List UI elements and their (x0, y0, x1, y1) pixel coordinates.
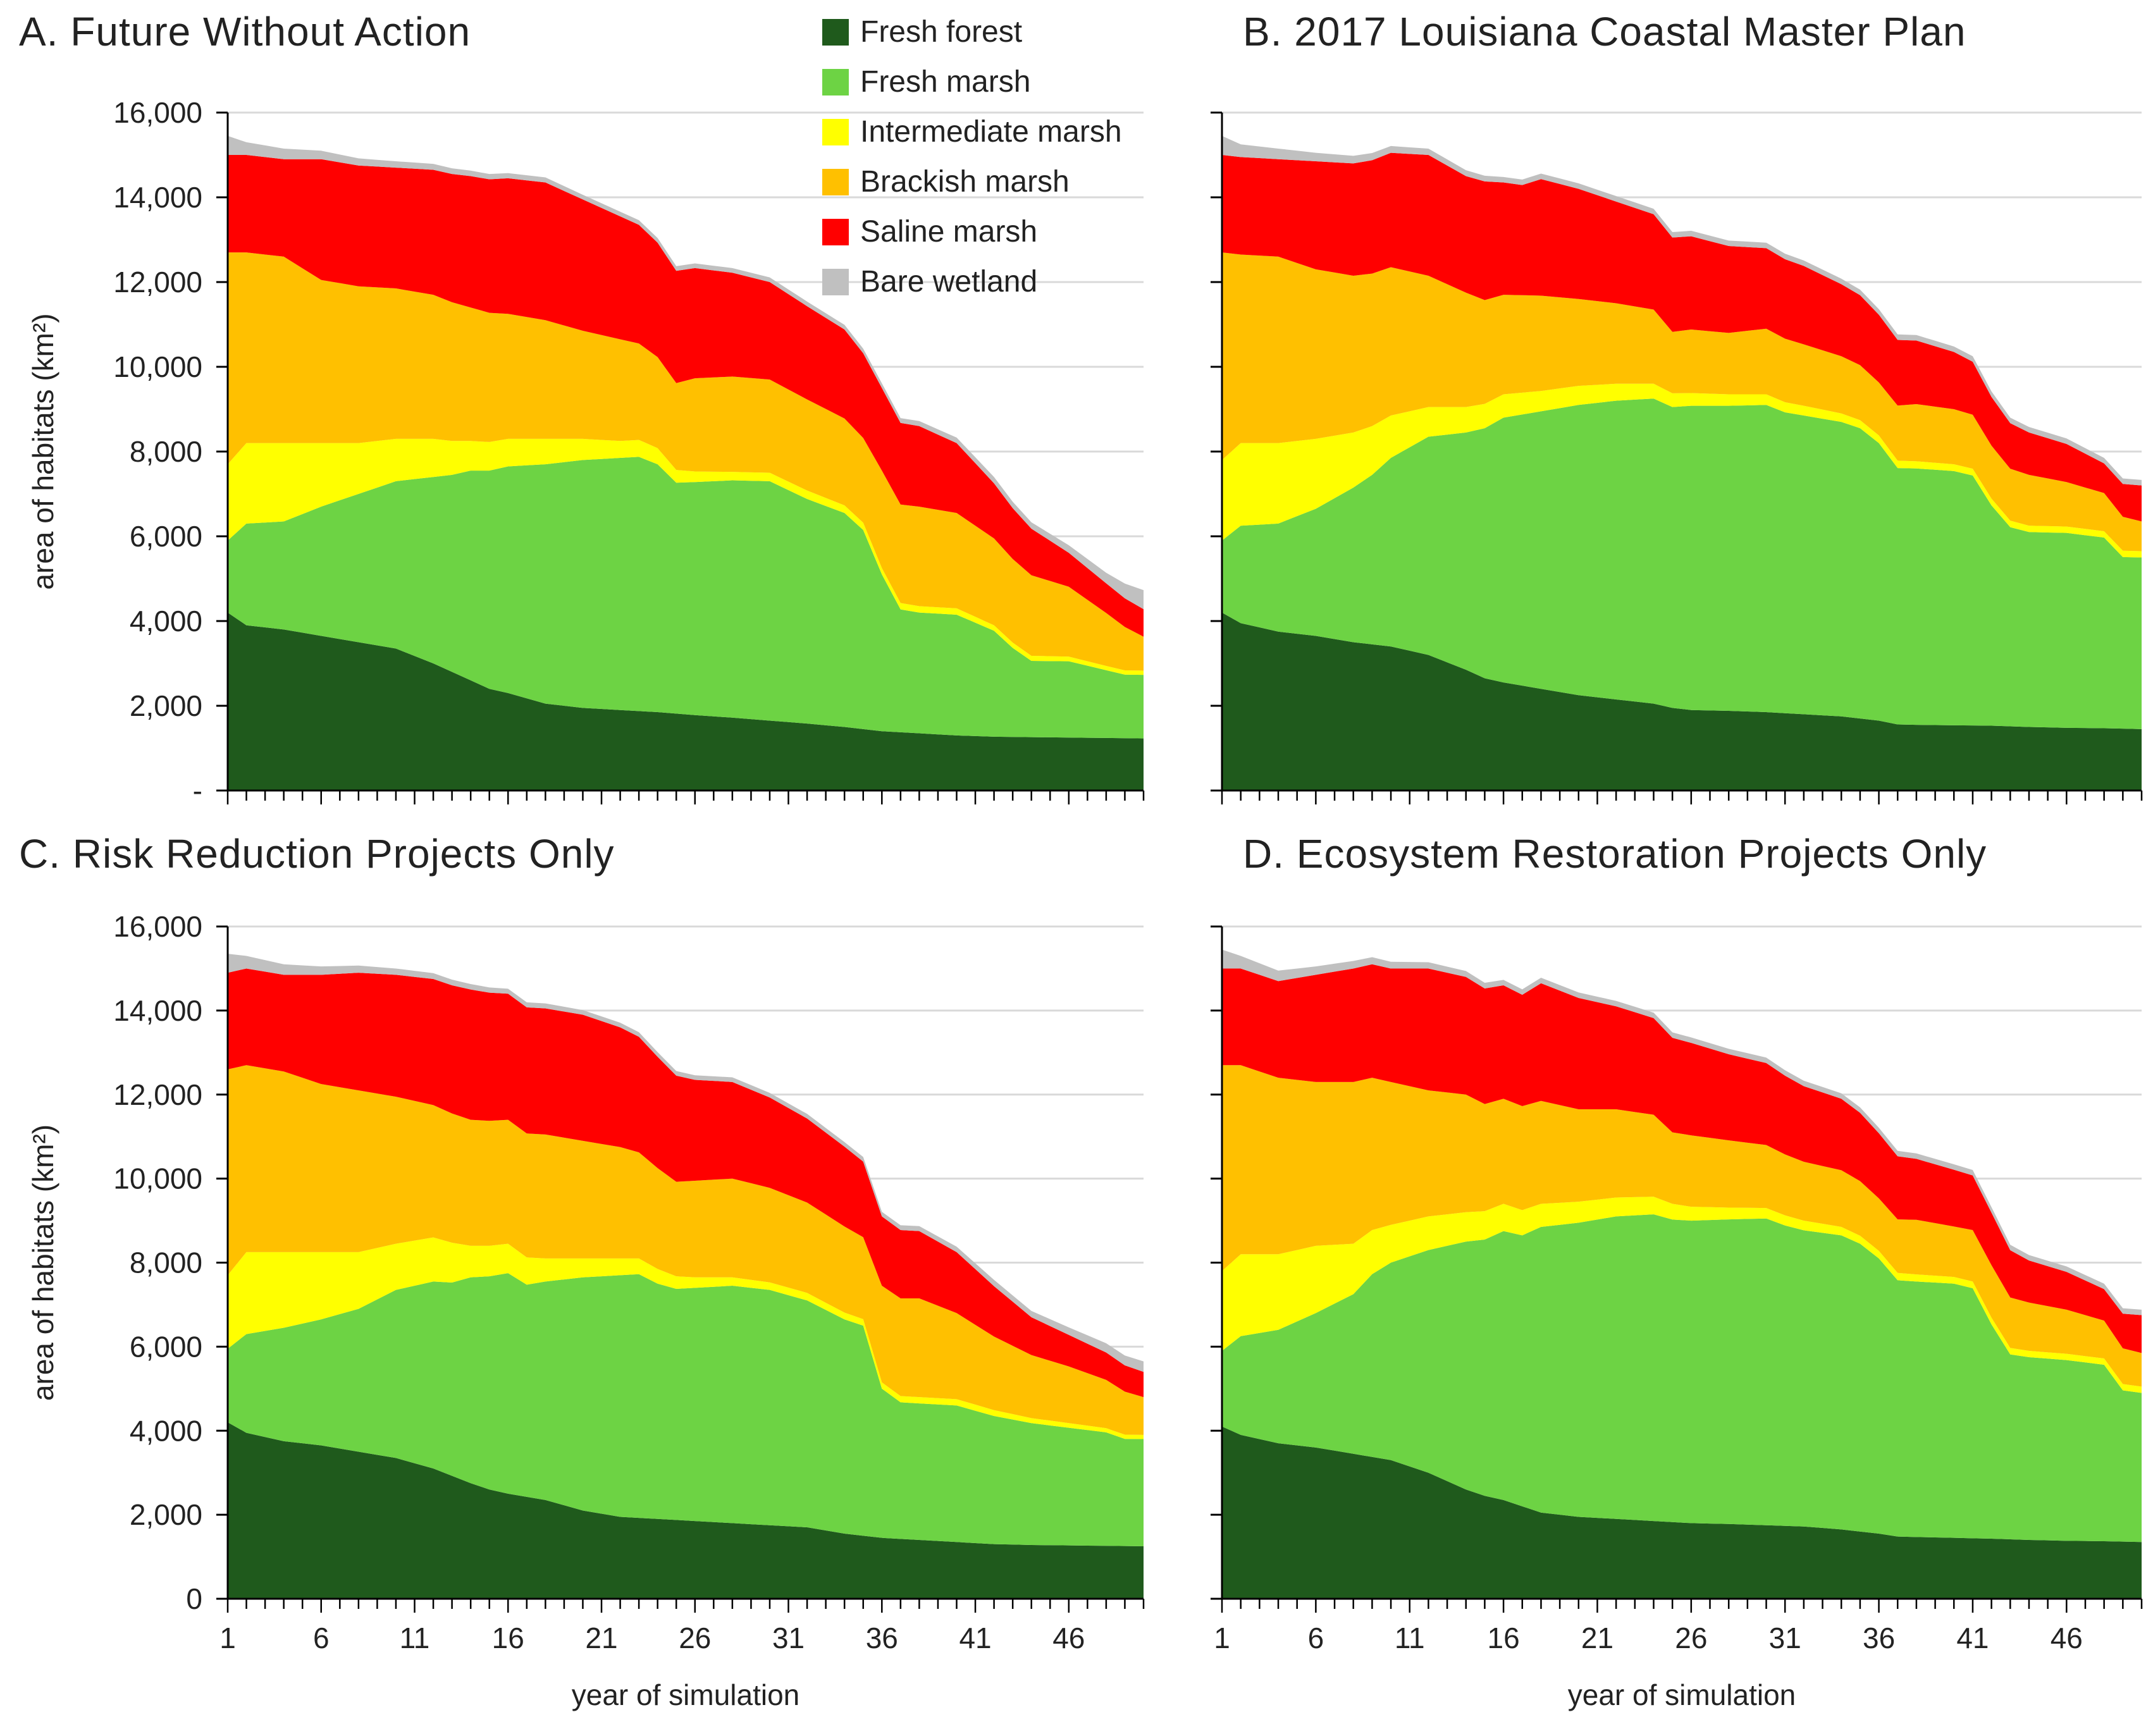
x-axis-label: year of simulation (1568, 1678, 1796, 1711)
x-tick-label: 11 (400, 1622, 430, 1654)
y-tick-label: 2,000 (130, 1498, 202, 1531)
panel-d: 1 6 11 16 21 26 31 36 41 46D. Ecosystem Restorati… (1211, 831, 2143, 1711)
legend: Fresh forest Fresh marsh Intermediate mars… (822, 15, 1122, 299)
x-tick-label: 6 (1308, 1622, 1324, 1654)
y-tick-label: 12,000 (113, 266, 202, 299)
y-tick-label: 14,000 (113, 994, 202, 1027)
legend-swatch (822, 169, 849, 195)
x-tick-label: 31 (772, 1622, 805, 1654)
area-intermediate-marsh (228, 438, 1144, 675)
area-fresh-marsh (1222, 398, 2142, 729)
area-saline-marsh (1222, 152, 2142, 522)
y-tick-label: - (193, 774, 202, 807)
panel-title: D. Ecosystem Restoration Projects Only (1243, 831, 1987, 877)
area-fresh-forest (228, 1422, 1144, 1599)
legend-swatch (822, 219, 849, 245)
x-tick-label: 46 (1052, 1622, 1085, 1654)
x-tick-label: 36 (1863, 1622, 1895, 1654)
legend-swatch (822, 269, 849, 295)
panel-c: 0 2,000 4,000 6,000 8,000 10,000 12,000 14,000 1… (19, 831, 1145, 1711)
area-saline-marsh (228, 155, 1144, 637)
y-tick-label: 14,000 (113, 181, 202, 214)
legend-item-fresh-marsh: Fresh marsh (822, 65, 1030, 99)
area-fresh-forest (228, 612, 1144, 791)
legend-item-fresh-forest: Fresh forest (822, 15, 1022, 49)
panel-title: B. 2017 Louisiana Coastal Master Plan (1243, 9, 1966, 54)
x-tick-label: 26 (679, 1622, 711, 1654)
y-tick-label: 8,000 (130, 435, 202, 468)
legend-swatch (822, 69, 849, 95)
area-intermediate-marsh (1222, 383, 2142, 558)
area-brackish-marsh (1222, 252, 2142, 551)
y-tick-label: 8,000 (130, 1247, 202, 1279)
y-tick-label: 6,000 (130, 520, 202, 553)
area-fresh-marsh (1222, 1214, 2142, 1542)
legend-swatch (822, 119, 849, 145)
legend-label: Intermediate marsh (860, 115, 1122, 149)
area-brackish-marsh (228, 252, 1144, 671)
panel-title: A. Future Without Action (19, 9, 471, 54)
area-brackish-marsh (1222, 1065, 2142, 1387)
y-tick-label: 4,000 (130, 1414, 202, 1447)
y-tick-label: 10,000 (113, 350, 202, 383)
legend-label: Fresh marsh (860, 65, 1030, 99)
x-tick-label: 16 (1488, 1622, 1520, 1654)
area-saline-marsh (1222, 964, 2142, 1353)
x-tick-label: 26 (1675, 1622, 1707, 1654)
y-tick-label: 4,000 (130, 605, 202, 637)
x-tick-label: 16 (492, 1622, 524, 1654)
legend-item-intermediate-marsh: Intermediate marsh (822, 115, 1122, 149)
area-fresh-marsh (228, 457, 1144, 739)
panels: -2,0004,0006,0008,00010,00012,00014,0001… (19, 9, 2143, 1711)
panel-b: B. 2017 Louisiana Coastal Master Plan (1211, 9, 2143, 804)
y-tick-label: 12,000 (113, 1078, 202, 1111)
y-tick-label: 10,000 (113, 1162, 202, 1195)
legend-label: Bare wetland (860, 265, 1037, 299)
y-tick-label: 16,000 (113, 96, 202, 129)
area-intermediate-marsh (228, 1237, 1144, 1439)
x-tick-label: 41 (1956, 1622, 1989, 1654)
legend-swatch (822, 19, 849, 46)
panel-title: C. Risk Reduction Projects Only (19, 831, 615, 877)
y-tick-label: 2,000 (130, 689, 202, 722)
area-saline-marsh (228, 968, 1144, 1398)
legend-label: Saline marsh (860, 215, 1037, 249)
area-fresh-forest (1222, 612, 2142, 791)
legend-label: Brackish marsh (860, 165, 1070, 199)
area-fresh-forest (1222, 1426, 2142, 1599)
legend-item-brackish-marsh: Brackish marsh (822, 165, 1070, 199)
x-tick-label: 46 (2051, 1622, 2083, 1654)
x-tick-label: 6 (313, 1622, 330, 1654)
x-tick-label: 41 (959, 1622, 991, 1654)
y-tick-label: 6,000 (130, 1330, 202, 1363)
x-tick-label: 21 (585, 1622, 617, 1654)
y-tick-label: 16,000 (113, 910, 202, 943)
legend-item-bare-wetland: Bare wetland (822, 265, 1037, 299)
panel-a: - 2,000 4,000 6,000 8,000 10,000 12,000 14,000 1… (19, 9, 1145, 807)
area-brackish-marsh (228, 1065, 1144, 1435)
x-tick-label: 21 (1581, 1622, 1613, 1654)
legend-item-saline-marsh: Saline marsh (822, 215, 1037, 249)
legend-label: Fresh forest (860, 15, 1022, 49)
x-tick-label: 1 (1214, 1622, 1230, 1654)
x-tick-label: 31 (1769, 1622, 1801, 1654)
area-fresh-marsh (228, 1273, 1144, 1546)
x-tick-label: 36 (866, 1622, 898, 1654)
x-tick-label: 11 (1395, 1622, 1425, 1654)
x-axis-label: year of simulation (572, 1678, 800, 1711)
y-axis-label: area of habitats (km²) (27, 313, 59, 589)
x-tick-label: 1 (219, 1622, 236, 1654)
y-tick-label: 0 (186, 1582, 202, 1615)
y-axis-label: area of habitats (km²) (27, 1124, 59, 1401)
